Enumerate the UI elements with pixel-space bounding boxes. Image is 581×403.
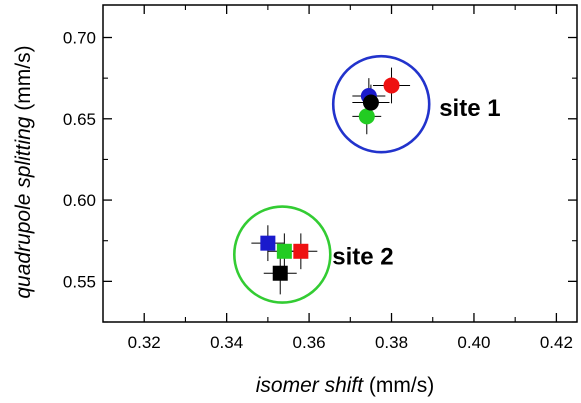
site-2-point-3 xyxy=(272,265,288,281)
site-2-label: site 2 xyxy=(332,244,393,271)
x-tick-label-3: 0.38 xyxy=(375,333,408,352)
x-tick-label-1: 0.34 xyxy=(210,333,243,352)
x-tick-label-4: 0.40 xyxy=(457,333,490,352)
site-2-ring xyxy=(232,205,332,304)
site-rings xyxy=(232,54,431,304)
site-1-point-3 xyxy=(362,94,379,111)
x-tick-label-0: 0.32 xyxy=(128,333,161,352)
y-axis-title-unit: (mm/s) xyxy=(12,45,35,116)
y-tick-label-3: 0.70 xyxy=(63,29,96,48)
site-1-point-0 xyxy=(383,77,400,94)
site-labels: site 1 site 2 xyxy=(332,95,500,270)
y-tick-label-0: 0.55 xyxy=(63,272,96,291)
axis-ticks xyxy=(103,5,577,323)
data-markers xyxy=(260,77,400,281)
site-2-point-0 xyxy=(260,235,276,251)
y-tick-label-1: 0.60 xyxy=(63,191,96,210)
x-axis-title: isomer shift (mm/s) xyxy=(256,374,435,397)
site-1-ring xyxy=(331,54,431,154)
x-tick-label-5: 0.42 xyxy=(540,333,573,352)
plot-frame xyxy=(102,4,578,323)
x-axis-title-unit: (mm/s) xyxy=(363,374,434,397)
site-1-point-2 xyxy=(358,108,375,125)
y-axis-title: quadrupole splitting (mm/s) xyxy=(12,45,35,298)
x-tick-label-2: 0.36 xyxy=(293,333,326,352)
site-2-point-2 xyxy=(276,243,292,259)
y-tick-label-2: 0.65 xyxy=(63,110,96,129)
tick-labels: 0.32 0.34 0.36 0.38 0.40 0.42 0.55 0.60 0.65 0.70 xyxy=(63,29,573,352)
site-1-label: site 1 xyxy=(439,95,500,122)
site-2-point-1 xyxy=(293,243,309,259)
y-axis-title-italic: quadrupole splitting xyxy=(12,116,35,298)
x-axis-title-italic: isomer shift xyxy=(256,374,365,397)
